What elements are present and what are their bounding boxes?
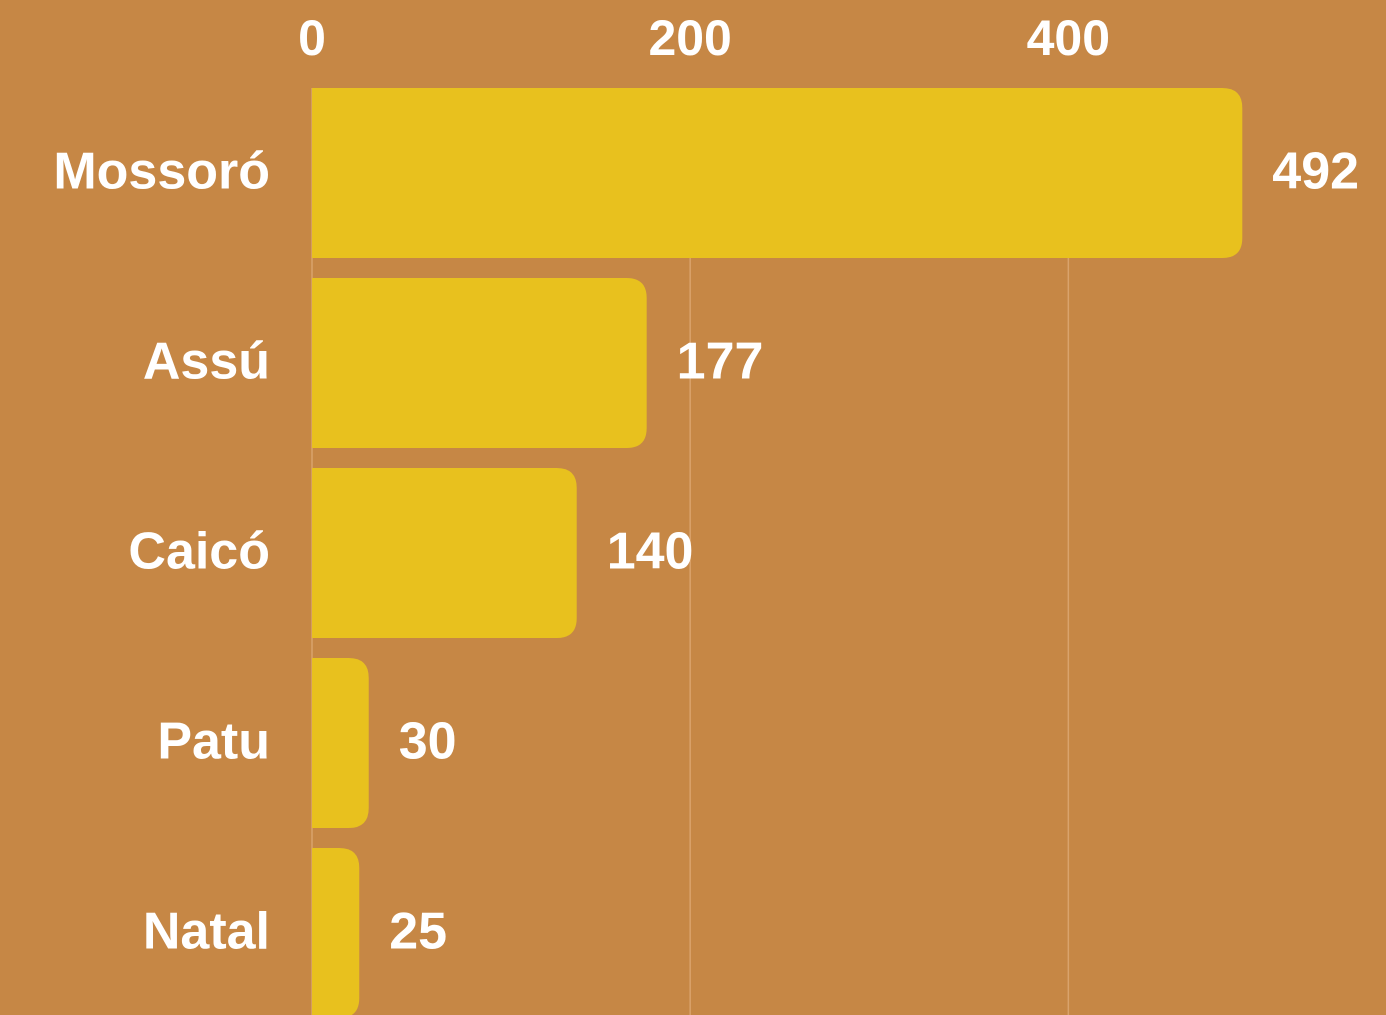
bar <box>312 278 647 448</box>
y-tick-label: Caicó <box>128 523 270 581</box>
x-tick-label: 200 <box>648 10 731 66</box>
x-tick-label: 0 <box>298 10 326 66</box>
bar <box>312 848 360 1015</box>
value-label: 30 <box>399 713 457 771</box>
x-tick-label: 400 <box>1027 10 1110 66</box>
value-label: 25 <box>389 903 447 961</box>
bar <box>312 468 577 638</box>
value-label: 140 <box>607 523 694 581</box>
y-tick-label: Assú <box>143 333 270 391</box>
y-tick-label: Patu <box>157 713 270 771</box>
value-label: 492 <box>1272 143 1359 201</box>
y-tick-label: Natal <box>143 903 270 961</box>
bar <box>312 88 1243 258</box>
y-tick-label: Mossoró <box>53 143 270 201</box>
value-label: 177 <box>677 333 764 391</box>
bar <box>312 658 369 828</box>
